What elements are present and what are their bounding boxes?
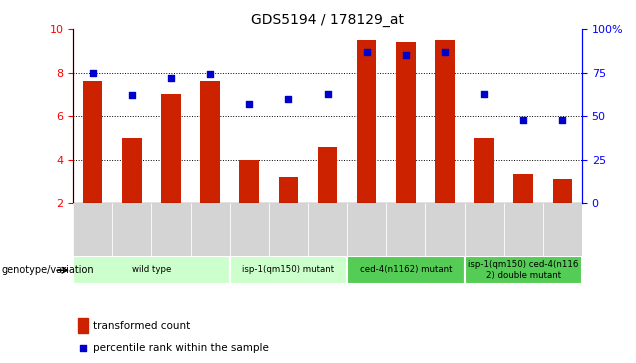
Bar — [347, 256, 464, 284]
Text: isp-1(qm150) ced-4(n116
2) double mutant: isp-1(qm150) ced-4(n116 2) double mutant — [468, 260, 578, 280]
Bar — [396, 42, 415, 203]
Point — [127, 92, 137, 98]
Bar — [200, 81, 220, 203]
Text: isp-1(qm150) mutant: isp-1(qm150) mutant — [242, 265, 335, 274]
Bar — [474, 138, 494, 203]
Point — [322, 91, 333, 97]
Bar — [553, 179, 572, 203]
Bar — [279, 177, 298, 203]
Bar — [151, 203, 191, 256]
Bar — [357, 40, 377, 203]
Bar — [504, 203, 543, 256]
Bar — [78, 318, 88, 333]
Bar — [191, 203, 230, 256]
Bar — [308, 203, 347, 256]
Bar — [113, 203, 151, 256]
Bar — [425, 203, 464, 256]
Text: ced-4(n1162) mutant: ced-4(n1162) mutant — [359, 265, 452, 274]
Bar — [464, 203, 504, 256]
Bar — [73, 256, 230, 284]
Point — [479, 91, 489, 97]
Bar — [122, 138, 142, 203]
Bar — [230, 256, 347, 284]
Bar — [73, 203, 113, 256]
Bar — [240, 160, 259, 203]
Bar — [83, 81, 102, 203]
Bar — [543, 203, 582, 256]
Text: genotype/variation: genotype/variation — [1, 265, 94, 276]
Bar — [513, 174, 533, 203]
Bar — [269, 203, 308, 256]
Point — [557, 117, 567, 123]
Bar — [318, 147, 337, 203]
Point — [205, 72, 215, 77]
Text: percentile rank within the sample: percentile rank within the sample — [93, 343, 270, 352]
Bar — [386, 203, 425, 256]
Point — [440, 49, 450, 54]
Point — [244, 101, 254, 107]
Bar — [464, 256, 582, 284]
Point — [88, 70, 98, 76]
Point — [362, 49, 372, 54]
Point — [78, 345, 88, 351]
Point — [166, 75, 176, 81]
Text: transformed count: transformed count — [93, 321, 191, 331]
Bar — [230, 203, 269, 256]
Bar — [161, 94, 181, 203]
Point — [401, 52, 411, 58]
Bar — [347, 203, 386, 256]
Point — [283, 96, 293, 102]
Point — [518, 117, 529, 123]
Text: wild type: wild type — [132, 265, 171, 274]
Bar — [435, 40, 455, 203]
Title: GDS5194 / 178129_at: GDS5194 / 178129_at — [251, 13, 404, 26]
